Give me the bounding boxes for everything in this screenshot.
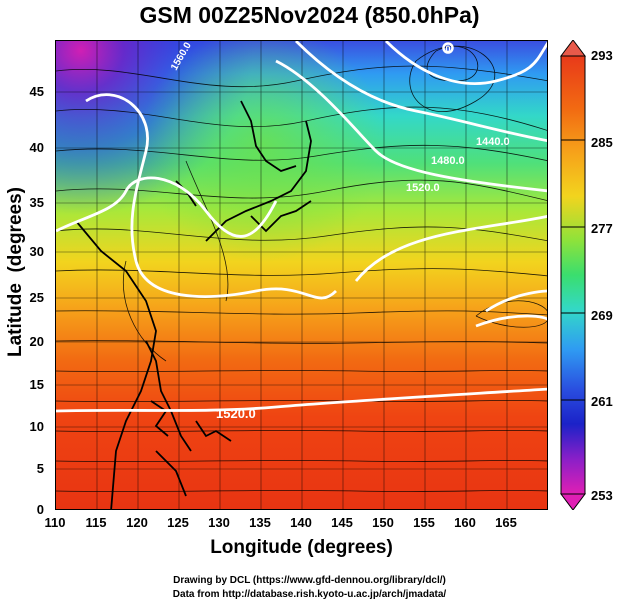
y-tick-label: 25 [29, 290, 44, 305]
colorbar-label: 261 [591, 394, 613, 409]
contour-label: 1480.0 [431, 155, 465, 167]
x-tick-label: 135 [249, 515, 271, 530]
x-tick-label: 115 [85, 515, 107, 530]
x-tick-label: 145 [331, 515, 353, 530]
x-tick-label: 150 [372, 515, 394, 530]
footer-source: Data from http://database.rish.kyoto-u.a… [172, 589, 447, 600]
y-tick-label: 20 [29, 334, 44, 349]
x-tick-label: 125 [167, 515, 189, 530]
y-tick-label: 5 [36, 461, 44, 476]
y-tick-label: 45 [29, 84, 44, 99]
x-tick-label: 165 [495, 515, 517, 530]
footer-credit: Drawing by DCL (https://www.gfd-dennou.o… [173, 575, 446, 586]
colorbar-label: 293 [591, 48, 613, 63]
height-contours [56, 41, 547, 413]
wind-streamlines [56, 45, 547, 492]
grid-lines [56, 41, 547, 509]
y-tick-label: 15 [29, 377, 44, 392]
x-tick-label: 160 [454, 515, 476, 530]
x-tick-label: 120 [126, 515, 148, 530]
y-tick-label: 35 [29, 195, 44, 210]
contour-label: 1520.0 [406, 182, 440, 194]
y-tick-label: 10 [29, 419, 44, 434]
x-tick-label: 140 [290, 515, 312, 530]
x-tick-label: 110 [44, 515, 66, 530]
y-tick-label: 30 [29, 244, 44, 259]
y-tick-label: 40 [29, 140, 44, 155]
contour-label: 1440.0 [476, 136, 510, 148]
colorbar-label: 269 [591, 308, 613, 323]
coastlines [75, 100, 312, 509]
contour-label: 1520.0 [216, 406, 256, 421]
low-center-label: 0 [445, 44, 450, 54]
colorbar-label: 277 [591, 221, 613, 236]
y-tick-label: 0 [36, 502, 44, 517]
colorbar-label: 253 [591, 488, 613, 503]
x-tick-label: 155 [413, 515, 435, 530]
x-axis-label: Longitude (degrees) [210, 537, 393, 558]
map-plot-area: 0 1520.0 1520.0 1480.0 1440.0 1560.0 [55, 40, 548, 510]
low-pressure-center: 0 [442, 42, 454, 54]
x-tick-label: 130 [208, 515, 230, 530]
colorbar [560, 39, 586, 511]
colorbar-label: 285 [591, 135, 613, 150]
chart-title: GSM 00Z25Nov2024 (850.0hPa) [139, 2, 480, 28]
